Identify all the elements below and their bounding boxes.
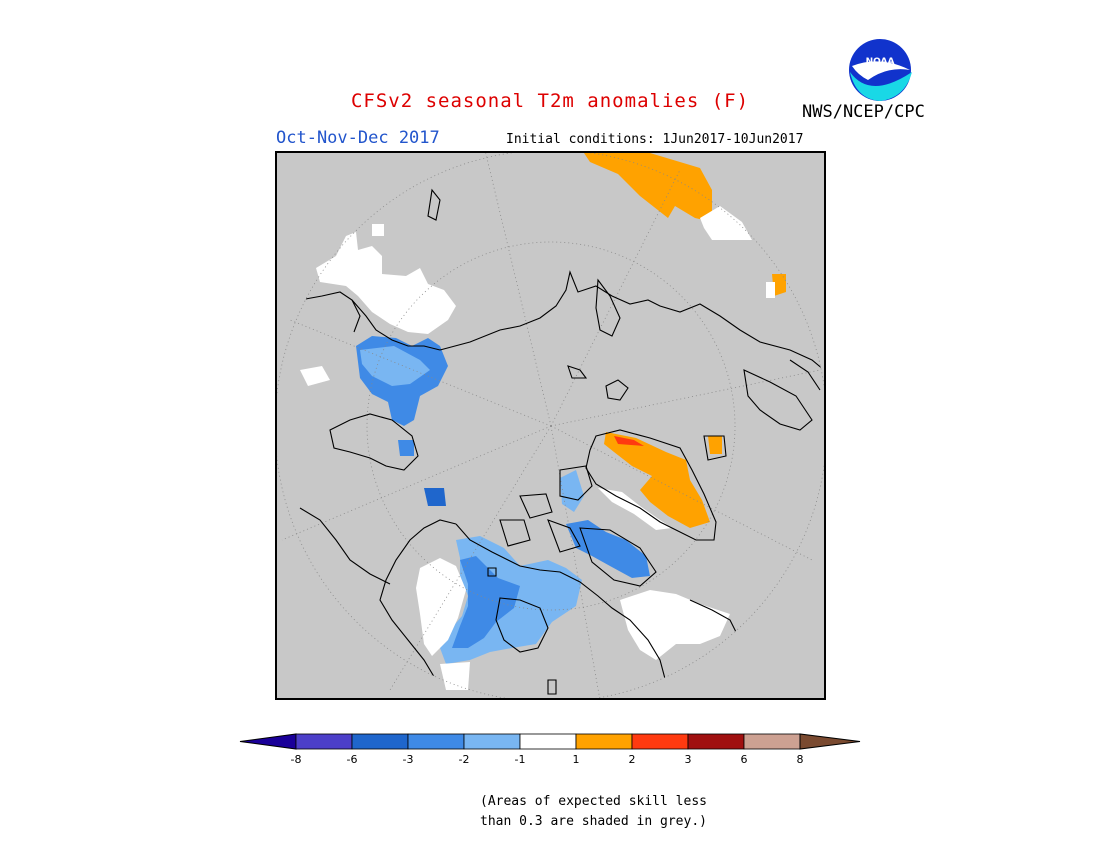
patch-white-upper-left [316,232,456,334]
patch-orange-small-ne [772,274,786,296]
patch-white-canada-south [440,662,470,690]
patch-white-north [700,206,752,240]
legend-tick-label: 3 [685,753,692,766]
legend-max-arrow [799,733,861,750]
patch-orange-iceland [708,436,722,454]
legend-tick-label: 2 [629,753,636,766]
patch-lightblue-left [360,346,430,386]
patch-orange-north [583,152,712,222]
legend-bin [295,733,353,750]
legend-tick-label: -6 [347,753,358,766]
legend-bin [575,733,633,750]
legend-min-arrow [239,733,297,750]
patch-white-left-small [300,366,330,386]
legend-tick-label: -1 [515,753,526,766]
polar-map [276,152,825,699]
legend-bin [631,733,689,750]
patch-white-greenland [598,488,672,530]
forecast-period: Oct-Nov-Dec 2017 [276,128,440,148]
legend-tick-label: -2 [459,753,470,766]
coastlines [299,188,825,699]
skill-note: (Areas of expected skill less than 0.3 a… [480,792,707,832]
chart-title: CFSv2 seasonal T2m anomalies (F) [350,90,750,112]
map-frame [275,151,826,700]
noaa-logo: NOAA [849,39,912,101]
patch-blue-small-1 [398,440,414,456]
patch-blue-arctic-islands [566,520,650,578]
noaa-logo-text: NOAA [866,57,895,67]
patch-white-small-nw [372,224,384,236]
legend-bin [407,733,465,750]
patch-orange-greenland [604,432,710,528]
agency-label: NWS/NCEP/CPC [802,102,925,122]
patch-white-small-ne [766,282,775,298]
legend-bin [519,733,577,750]
patch-red-greenland [614,436,644,446]
patch-white-quebec [620,590,730,660]
patch-white-canada-left [416,558,466,656]
skill-note-line2: than 0.3 are shaded in grey.) [480,814,707,829]
patch-blue-small-2 [424,488,446,506]
legend-tick-label: 8 [797,753,804,766]
legend-tick-label: -3 [403,753,414,766]
skill-note-line1: (Areas of expected skill less [480,794,707,809]
anomaly-patches [300,152,786,690]
color-legend: -8 -6 -3 -2 -1 1 2 3 6 8 [239,733,861,766]
patch-blue-canada [452,556,520,648]
legend-tick-label: 1 [573,753,580,766]
legend-bin [463,733,521,750]
patch-lightblue-arctic [560,470,584,512]
legend-bin [351,733,409,750]
legend-bin [687,733,745,750]
legend-tick-label: 6 [741,753,748,766]
legend-tick-label: -8 [291,753,302,766]
legend-bin [743,733,801,750]
initial-conditions: Initial conditions: 1Jun2017-10Jun2017 [506,132,804,147]
graticule [276,152,825,699]
